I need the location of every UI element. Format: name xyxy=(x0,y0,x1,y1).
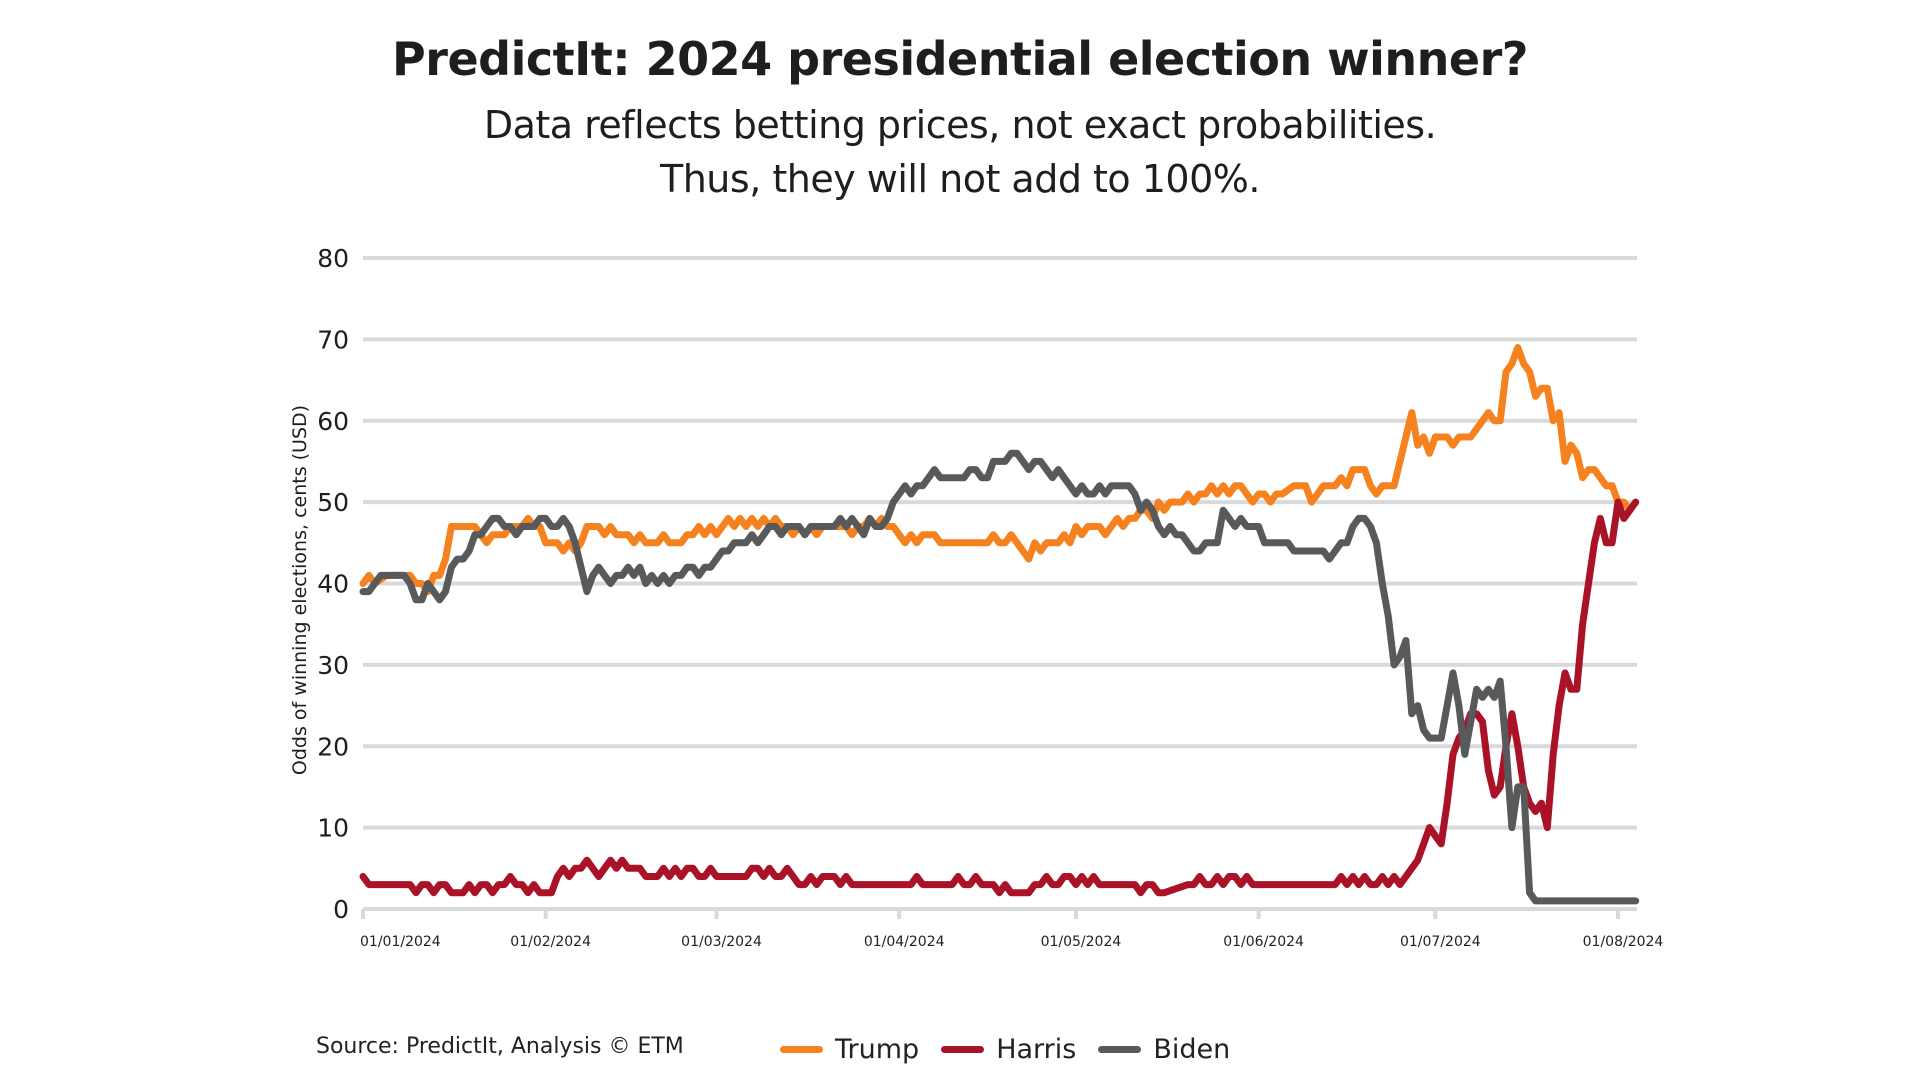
y-tick-labels: 0 10 20 30 40 50 60 70 80 xyxy=(317,244,349,924)
x-tick-label: 01/06/2024 xyxy=(1223,934,1304,950)
legend-item-trump: Trump xyxy=(780,1034,919,1065)
x-tick-marks: 01/01/2024 01/02/2024 01/03/2024 01/04/2024… xyxy=(360,909,1663,950)
legend-item-harris: Harris xyxy=(941,1034,1076,1065)
chart-subtitle-line1: Data reflects betting prices, not exact … xyxy=(483,103,1437,147)
x-tick-label: 01/02/2024 xyxy=(510,934,591,950)
legend-swatch-trump xyxy=(780,1046,823,1053)
chart-title: PredictIt: 2024 presidential election wi… xyxy=(392,32,1528,86)
legend-item-biden: Biden xyxy=(1098,1034,1230,1065)
series-line-trump xyxy=(359,344,1634,596)
legend-label-harris: Harris xyxy=(996,1034,1077,1065)
x-tick-label: 01/07/2024 xyxy=(1400,934,1481,950)
series-line-biden xyxy=(359,449,1640,905)
x-tick-label: 01/05/2024 xyxy=(1041,934,1122,950)
y-axis-label: Odds of winning elections, cents (USD) xyxy=(289,404,311,776)
series-lines xyxy=(359,344,1640,905)
series-line-harris xyxy=(359,498,1640,897)
x-tick-label: 01/08/2024 xyxy=(1583,934,1664,950)
y-tick-label: 80 xyxy=(317,244,349,273)
legend-label-trump: Trump xyxy=(835,1034,920,1065)
gridlines xyxy=(363,256,1637,911)
x-tick-label: 01/03/2024 xyxy=(681,934,762,950)
y-tick-label: 30 xyxy=(317,651,349,680)
y-tick-label: 60 xyxy=(317,407,349,436)
y-tick-label: 10 xyxy=(317,814,349,843)
x-tick-label: 01/04/2024 xyxy=(864,934,945,950)
y-tick-label: 20 xyxy=(317,732,349,761)
legend: Trump Harris Biden xyxy=(780,1034,1252,1065)
y-tick-label: 50 xyxy=(317,488,349,517)
legend-label-biden: Biden xyxy=(1153,1034,1231,1065)
y-tick-label: 70 xyxy=(317,325,349,354)
chart-subtitle-line2: Thus, they will not add to 100%. xyxy=(660,157,1260,201)
legend-swatch-harris xyxy=(941,1046,985,1053)
y-tick-label: 40 xyxy=(317,570,349,599)
legend-swatch-biden xyxy=(1098,1046,1142,1053)
source-note: Source: PredictIt, Analysis © ETM xyxy=(316,1034,684,1059)
y-tick-label: 0 xyxy=(333,895,349,924)
x-tick-label: 01/01/2024 xyxy=(360,934,441,950)
